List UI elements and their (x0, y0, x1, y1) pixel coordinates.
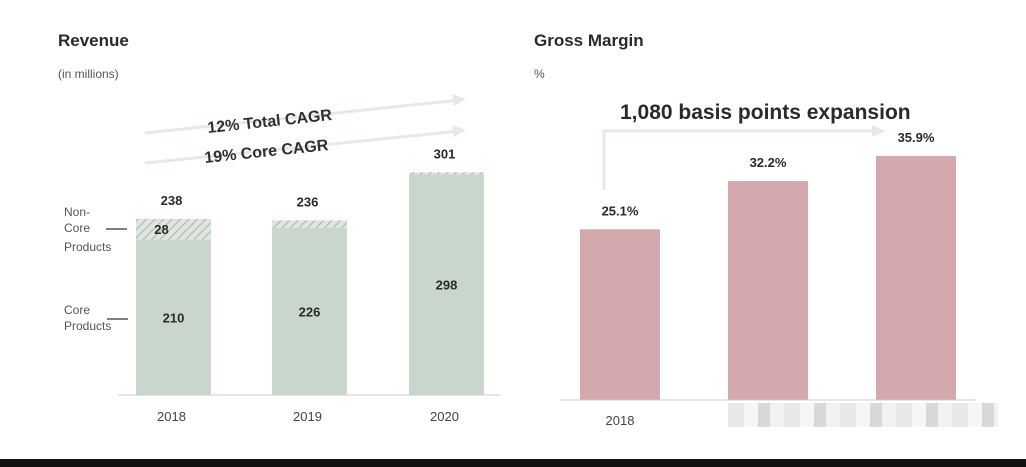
core-value-label-2018: 210 (163, 310, 185, 325)
noncore-side-label: Non- Core Products (64, 205, 127, 254)
total-value-label-2019: 236 (297, 194, 319, 209)
margin-subtitle: % (534, 67, 545, 81)
margin-value-label-2020: 35.9% (898, 130, 935, 145)
margin-bar-2020 (876, 155, 956, 400)
expansion-annotation: 1,080 basis points expansion (620, 101, 911, 124)
expansion-arrowhead (872, 125, 886, 137)
core-value-label-2019: 226 (299, 304, 321, 319)
blurred-watermark (728, 403, 998, 427)
noncore-bar-2019 (272, 220, 347, 228)
margin-x-tick-2018: 2018 (606, 413, 635, 428)
margin-bar-2018 (580, 229, 660, 400)
margin-value-label-2019: 32.2% (750, 155, 787, 170)
noncore-bar-2020 (409, 172, 484, 175)
cagr-core-arrow (144, 129, 461, 165)
cagr-arrows: 12% Total CAGR 19% Core CAGR (144, 94, 466, 167)
total-value-label-2020: 301 (434, 146, 456, 161)
core-label-line1: Core (64, 303, 90, 317)
noncore-bar-2018 (136, 218, 211, 240)
revenue-chart: Revenue (in millions) 12% Total CAGR 19%… (58, 31, 500, 424)
cagr-total-arrowhead (452, 94, 466, 106)
cagr-total-arrow (144, 98, 461, 135)
revenue-x-tick-2019: 2019 (293, 409, 322, 424)
core-side-label: Core Products (64, 303, 128, 333)
cagr-total-label: 12% Total CAGR (207, 107, 334, 137)
noncore-label-line3: Products (64, 240, 111, 254)
margin-bar-2019 (728, 181, 808, 400)
noncore-label-line1: Non- (64, 205, 90, 219)
core-bar-2020 (409, 174, 484, 395)
revenue-x-tick-2020: 2020 (430, 409, 459, 424)
margin-value-label-2018: 25.1% (602, 203, 639, 218)
expansion-arrow: 1,080 basis points expansion (602, 101, 911, 190)
margin-title: Gross Margin (534, 31, 644, 50)
revenue-bars: 210 28 238 2018 226 236 2019 298 301 2020 (136, 146, 484, 424)
revenue-title: Revenue (58, 31, 129, 50)
cagr-core-arrowhead (452, 125, 466, 137)
margin-bars: 25.1% 2018 32.2% 35.9% (580, 130, 956, 428)
core-value-label-2020: 298 (436, 278, 458, 293)
revenue-subtitle: (in millions) (58, 67, 119, 81)
core-bar-2018 (136, 239, 211, 395)
bottom-border (0, 459, 1026, 467)
expansion-arrow-line (602, 129, 880, 190)
noncore-label-line2: Core (64, 221, 90, 235)
noncore-value-label-2018: 28 (154, 222, 168, 237)
cagr-core-label: 19% Core CAGR (204, 137, 330, 167)
total-value-label-2018: 238 (161, 193, 183, 208)
revenue-x-tick-2018: 2018 (157, 409, 186, 424)
core-label-line2: Products (64, 319, 111, 333)
core-bar-2019 (272, 227, 347, 395)
gross-margin-chart: Gross Margin % 1,080 basis points expans… (534, 31, 975, 428)
